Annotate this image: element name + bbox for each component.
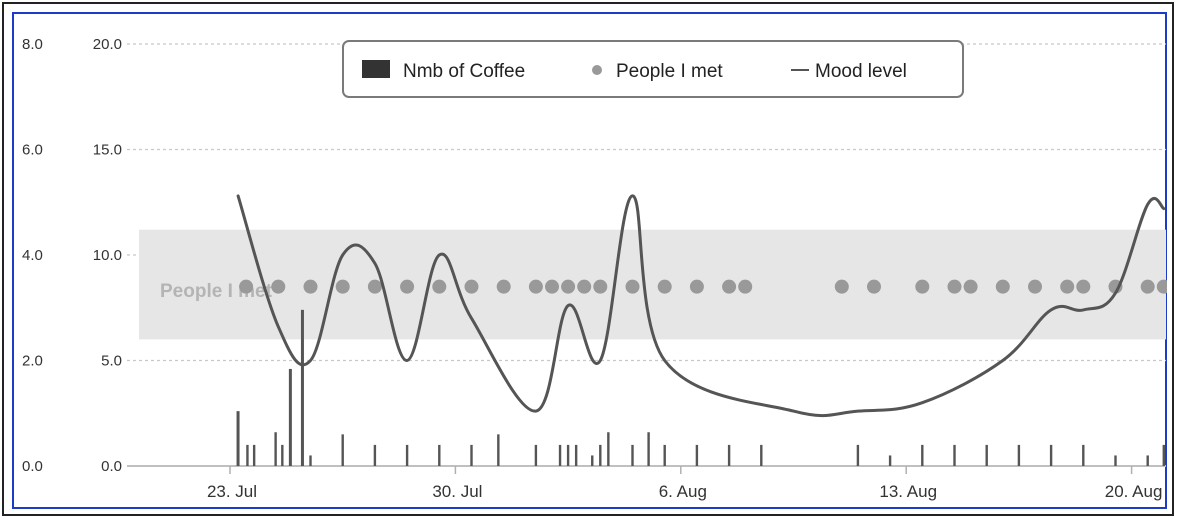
coffee-bar [1162, 444, 1165, 466]
plot-band-label: People I met [160, 281, 273, 302]
coffee-bar [1049, 444, 1053, 466]
coffee-bar [470, 444, 473, 466]
coffee-bar [1017, 444, 1021, 466]
coffee-bar [647, 432, 650, 466]
coffee-bar [534, 444, 538, 466]
coffee-bar [607, 432, 610, 466]
coffee-bar [591, 455, 594, 466]
coffee-bar [252, 444, 256, 466]
y-tick-label-inner: 5.0 [101, 353, 122, 370]
people-point [1028, 279, 1042, 294]
y-tick-label-inner: 10.0 [93, 247, 122, 264]
people-point [738, 279, 753, 294]
people-point [1156, 279, 1167, 294]
people-point [722, 279, 737, 294]
people-point [400, 279, 415, 294]
y-tick-label-inner: 0.0 [101, 458, 122, 475]
coffee-bar [281, 444, 284, 466]
coffee-bar [856, 444, 860, 466]
coffee-bar [1146, 455, 1149, 466]
people-point [834, 279, 849, 294]
people-point [867, 279, 881, 294]
axis-layer: 20.0 8.0 15.0 6.0 10.0 4.0 5.0 2.0 0.0 0.0 23. Jul… [22, 36, 1162, 501]
y-tick-label-outer: 8.0 [22, 36, 43, 53]
coffee-bar [599, 444, 602, 466]
people-point [432, 279, 447, 294]
people-point [335, 279, 350, 294]
coffee-bar [1114, 455, 1117, 466]
x-tick-label: 13. Aug [879, 482, 937, 501]
legend-people-label[interactable]: People I met [616, 61, 723, 82]
x-tick-label: 20. Aug [1105, 482, 1163, 501]
people-point [496, 279, 511, 294]
coffee-bar [497, 434, 500, 466]
coffee-bar [373, 444, 377, 466]
people-point [915, 279, 930, 294]
coffee-columns [236, 309, 1165, 466]
plot-band-layer: People I met [139, 229, 1166, 340]
people-point [593, 279, 608, 294]
people-point [545, 279, 559, 294]
mood-coffee-chart: People I met 20.0 8.0 15.0 6.0 10.0 4.0 5.0 2.0… [12, 12, 1167, 509]
legend-coffee-swatch [362, 60, 390, 78]
coffee-bar [921, 444, 924, 466]
coffee-bar [760, 444, 763, 466]
coffee-bar [695, 444, 699, 466]
people-point [963, 279, 978, 294]
legend-coffee-label[interactable]: Nmb of Coffee [403, 61, 525, 82]
coffee-bar [727, 444, 731, 466]
legend-people-marker [592, 65, 602, 75]
y-tick-label-outer: 2.0 [22, 353, 43, 370]
people-point [271, 279, 286, 294]
coffee-bar [300, 309, 304, 466]
people-point [657, 279, 672, 294]
people-point [561, 279, 576, 294]
people-point [995, 279, 1010, 294]
y-tick-label-inner: 20.0 [93, 36, 122, 53]
plot-band [139, 229, 1166, 340]
coffee-bar [574, 444, 578, 466]
coffee-bar [1082, 444, 1085, 466]
people-point [625, 279, 640, 294]
coffee-bar [631, 444, 634, 466]
coffee-bar [663, 444, 666, 466]
y-tick-label-inner: 15.0 [93, 142, 122, 159]
people-point [1140, 279, 1155, 294]
people-point [689, 279, 704, 294]
mood-line [236, 194, 1166, 418]
x-tick-label: 6. Aug [659, 482, 707, 501]
legend-box [342, 40, 964, 98]
people-point [303, 279, 318, 294]
people-point [239, 279, 254, 294]
coffee-bar [341, 434, 344, 466]
y-tick-label-outer: 6.0 [22, 142, 43, 159]
y-tick-label-outer: 4.0 [22, 247, 43, 264]
people-point [528, 279, 543, 294]
coffee-bar [566, 444, 570, 466]
coffee-bar [274, 432, 277, 466]
y-tick-label-outer: 0.0 [22, 458, 43, 475]
coffee-bar [985, 444, 988, 466]
coffee-bar [246, 444, 249, 466]
coffee-bar [405, 444, 409, 466]
mood-line-layer [236, 194, 1166, 418]
x-tick-label: 30. Jul [432, 482, 482, 501]
coffee-bar [438, 444, 441, 466]
people-point [1060, 279, 1075, 294]
x-tick-label: 23. Jul [207, 482, 257, 501]
people-point [367, 279, 382, 294]
legend-mood-label[interactable]: Mood level [815, 61, 907, 82]
coffee-bar [558, 444, 562, 466]
coffee-bar [236, 411, 240, 466]
coffee-bar [288, 368, 292, 466]
coffee-bar [953, 444, 956, 466]
coffee-bar [309, 455, 312, 466]
people-points [239, 279, 1167, 294]
people-point [464, 279, 479, 294]
people-point [577, 279, 592, 294]
people-point [1076, 279, 1091, 294]
coffee-bar [888, 455, 892, 466]
legend[interactable]: Nmb of Coffee People I met Mood level [342, 40, 964, 98]
people-point [947, 279, 962, 294]
